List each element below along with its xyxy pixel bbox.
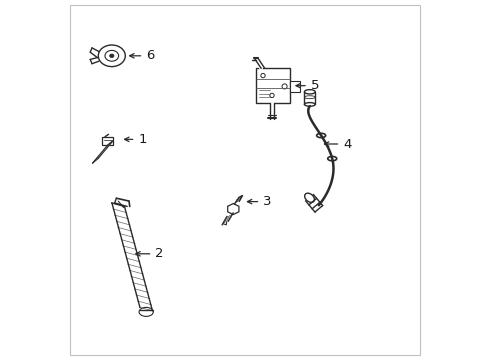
Ellipse shape (110, 54, 114, 58)
Text: 6: 6 (147, 49, 155, 62)
FancyBboxPatch shape (290, 81, 300, 92)
Text: 2: 2 (155, 247, 164, 260)
Text: 5: 5 (311, 79, 319, 92)
FancyBboxPatch shape (102, 137, 113, 145)
Text: 1: 1 (138, 133, 147, 146)
FancyBboxPatch shape (256, 68, 290, 103)
Text: 3: 3 (263, 195, 272, 208)
Text: 4: 4 (343, 138, 352, 150)
